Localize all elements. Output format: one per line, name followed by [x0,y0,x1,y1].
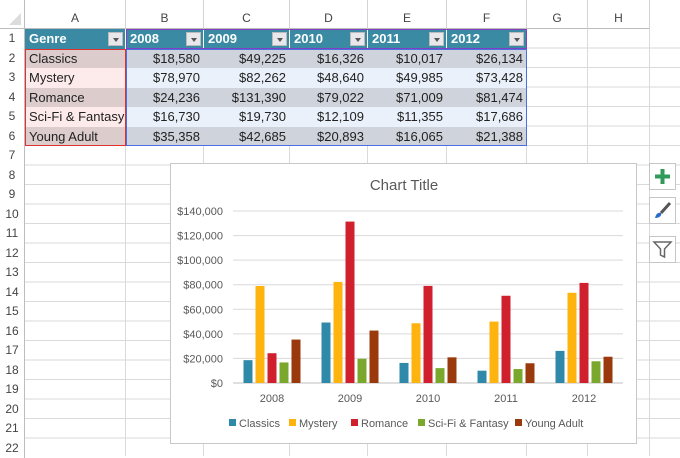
bar-romance-2009[interactable] [346,222,355,383]
column-header-F[interactable]: F [447,0,527,29]
x-tick-label: 2010 [416,393,440,405]
chart[interactable]: Chart Title $0 $20,000 $40,000 $60,000 $80,00… [170,163,637,444]
row-header-10[interactable]: 10 [0,205,25,225]
legend-entry[interactable]: Mystery [299,418,338,430]
row-header-16[interactable]: 16 [0,322,25,342]
legend-swatch [229,419,236,426]
bar-mystery-2008[interactable] [256,286,265,383]
bar-romance-2012[interactable] [580,283,589,383]
legend-swatch [515,419,522,426]
row-header-22[interactable]: 22 [0,439,25,458]
row-header-9[interactable]: 9 [0,185,25,205]
row-header-7[interactable]: 7 [0,146,25,166]
row-header-18[interactable]: 18 [0,361,25,381]
row-header-21[interactable]: 21 [0,419,25,439]
bar-mystery-2011[interactable] [490,322,499,383]
y-tick-label: $100,000 [177,255,223,267]
bar-classics-2010[interactable] [400,363,409,383]
bar-romance-2010[interactable] [424,286,433,383]
column-header-A[interactable]: A [25,0,126,29]
bar-mystery-2012[interactable] [568,293,577,383]
bar-young-adult-2010[interactable] [448,357,457,383]
plus-icon [650,164,675,189]
column-header-C[interactable]: C [204,0,290,29]
chart-filters-button[interactable] [649,236,676,263]
legend-swatch [418,419,425,426]
row-header-11[interactable]: 11 [0,224,25,244]
column-header-D[interactable]: D [290,0,368,29]
table-header-cell[interactable]: Genre [25,29,126,49]
column-header-H[interactable]: H [588,0,650,29]
x-tick-label: 2012 [572,393,596,405]
bar-mystery-2009[interactable] [334,282,343,383]
row-header-4[interactable]: 4 [0,88,25,108]
x-tick-label: 2008 [260,393,284,405]
row-header-5[interactable]: 5 [0,107,25,127]
y-tick-label: $40,000 [183,329,223,341]
range-highlight-values [126,49,527,147]
y-tick-label: $20,000 [183,353,223,365]
legend-entry[interactable]: Young Adult [525,418,583,430]
column-header-B[interactable]: B [126,0,204,29]
bar-sci-fi-fantasy-2009[interactable] [358,359,367,383]
y-tick-label: $60,000 [183,304,223,316]
bar-sci-fi-fantasy-2010[interactable] [436,368,445,383]
row-header-3[interactable]: 3 [0,68,25,88]
x-tick-label: 2009 [338,393,362,405]
row-header-14[interactable]: 14 [0,283,25,303]
chart-styles-button[interactable] [649,197,676,224]
bar-young-adult-2012[interactable] [604,357,613,383]
legend-swatch [289,419,296,426]
row-header-15[interactable]: 15 [0,302,25,322]
y-tick-label: $140,000 [177,206,223,218]
y-tick-label: $120,000 [177,231,223,243]
row-header-1[interactable]: 1 [0,29,25,49]
brush-icon [650,198,675,223]
bar-classics-2011[interactable] [478,371,487,383]
chart-svg: Chart Title $0 $20,000 $40,000 $60,000 $80,00… [171,164,638,445]
row-header-19[interactable]: 19 [0,380,25,400]
legend-entry[interactable]: Sci-Fi & Fantasy [428,418,509,430]
bar-romance-2008[interactable] [268,353,277,383]
bar-mystery-2010[interactable] [412,323,421,383]
bar-sci-fi-fantasy-2012[interactable] [592,361,601,383]
row-header-13[interactable]: 13 [0,263,25,283]
chart-title[interactable]: Chart Title [370,177,438,194]
bar-young-adult-2008[interactable] [292,340,301,383]
row-header-2[interactable]: 2 [0,49,25,69]
row-header-6[interactable]: 6 [0,127,25,147]
filter-icon [650,237,675,262]
legend-entry[interactable]: Romance [361,418,408,430]
bar-romance-2011[interactable] [502,296,511,383]
range-highlight-categories [25,49,126,147]
legend-entry[interactable]: Classics [239,418,280,430]
range-highlight-series [126,29,527,49]
legend-swatch [351,419,358,426]
select-all-corner[interactable] [0,0,25,29]
column-header-E[interactable]: E [368,0,447,29]
bar-classics-2012[interactable] [556,351,565,383]
row-header-17[interactable]: 17 [0,341,25,361]
column-header-G[interactable]: G [527,0,588,29]
row-header-8[interactable]: 8 [0,166,25,186]
x-tick-label: 2011 [494,393,518,405]
y-tick-label: $0 [211,378,223,390]
header-label: Genre [29,31,67,46]
bar-sci-fi-fantasy-2011[interactable] [514,369,523,383]
bar-sci-fi-fantasy-2008[interactable] [280,362,289,383]
bar-classics-2009[interactable] [322,323,331,383]
filter-dropdown-icon[interactable] [108,32,123,46]
bar-young-adult-2011[interactable] [526,363,535,383]
row-header-12[interactable]: 12 [0,244,25,264]
row-header-20[interactable]: 20 [0,400,25,420]
bar-classics-2008[interactable] [244,360,253,383]
y-tick-label: $80,000 [183,280,223,292]
chart-elements-button[interactable] [649,163,676,190]
bar-young-adult-2009[interactable] [370,331,379,383]
